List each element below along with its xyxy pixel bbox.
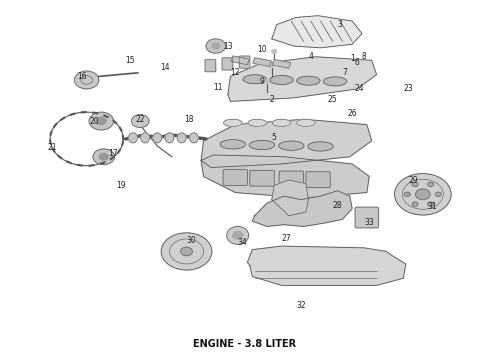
Polygon shape bbox=[272, 16, 362, 48]
Text: 12: 12 bbox=[230, 68, 240, 77]
Ellipse shape bbox=[233, 231, 243, 239]
Circle shape bbox=[89, 112, 114, 130]
Text: 11: 11 bbox=[214, 83, 223, 92]
Text: 8: 8 bbox=[362, 52, 367, 61]
Text: 4: 4 bbox=[308, 52, 313, 61]
Circle shape bbox=[404, 192, 410, 197]
Text: 34: 34 bbox=[238, 238, 247, 247]
Ellipse shape bbox=[272, 119, 291, 126]
FancyBboxPatch shape bbox=[279, 171, 303, 187]
Text: 26: 26 bbox=[347, 109, 357, 118]
Text: 17: 17 bbox=[109, 149, 118, 158]
Text: 30: 30 bbox=[187, 236, 196, 245]
Circle shape bbox=[265, 80, 270, 84]
Text: 22: 22 bbox=[136, 115, 145, 124]
Polygon shape bbox=[252, 191, 352, 226]
Text: 31: 31 bbox=[428, 202, 438, 211]
Circle shape bbox=[412, 182, 418, 186]
Text: 29: 29 bbox=[408, 176, 418, 185]
Circle shape bbox=[181, 247, 193, 256]
Polygon shape bbox=[247, 246, 406, 285]
Text: 20: 20 bbox=[89, 117, 99, 126]
Polygon shape bbox=[253, 58, 271, 67]
Ellipse shape bbox=[128, 133, 137, 143]
Polygon shape bbox=[231, 56, 249, 65]
Text: 14: 14 bbox=[160, 63, 170, 72]
Ellipse shape bbox=[190, 133, 198, 143]
Text: 23: 23 bbox=[403, 84, 413, 93]
Ellipse shape bbox=[279, 141, 304, 150]
Text: 3: 3 bbox=[338, 20, 343, 29]
Ellipse shape bbox=[243, 75, 267, 84]
Text: 33: 33 bbox=[365, 219, 374, 228]
FancyBboxPatch shape bbox=[306, 172, 330, 188]
Text: 19: 19 bbox=[116, 181, 125, 190]
Polygon shape bbox=[272, 59, 291, 68]
Text: 21: 21 bbox=[48, 143, 57, 152]
Polygon shape bbox=[228, 57, 376, 102]
FancyBboxPatch shape bbox=[223, 170, 247, 185]
FancyBboxPatch shape bbox=[239, 56, 250, 68]
Circle shape bbox=[270, 64, 274, 67]
Circle shape bbox=[428, 182, 434, 186]
Circle shape bbox=[93, 149, 115, 165]
Circle shape bbox=[206, 39, 225, 53]
FancyBboxPatch shape bbox=[355, 207, 378, 228]
Circle shape bbox=[99, 154, 108, 160]
Circle shape bbox=[74, 71, 99, 89]
Text: 32: 32 bbox=[296, 301, 306, 310]
Text: 27: 27 bbox=[282, 234, 291, 243]
FancyBboxPatch shape bbox=[250, 170, 274, 186]
Ellipse shape bbox=[227, 226, 248, 244]
Ellipse shape bbox=[141, 133, 149, 143]
Text: 24: 24 bbox=[355, 84, 364, 93]
Ellipse shape bbox=[308, 142, 333, 151]
Ellipse shape bbox=[153, 133, 162, 143]
Circle shape bbox=[394, 174, 451, 215]
Ellipse shape bbox=[270, 76, 293, 85]
Text: 1: 1 bbox=[350, 54, 355, 63]
Polygon shape bbox=[201, 155, 369, 198]
Ellipse shape bbox=[220, 140, 245, 149]
Text: 15: 15 bbox=[126, 56, 135, 65]
Text: 5: 5 bbox=[272, 132, 277, 141]
Ellipse shape bbox=[248, 119, 267, 126]
FancyBboxPatch shape bbox=[205, 60, 216, 72]
Circle shape bbox=[412, 202, 418, 206]
Ellipse shape bbox=[296, 119, 315, 126]
Text: 18: 18 bbox=[184, 115, 194, 124]
Circle shape bbox=[272, 50, 277, 53]
Circle shape bbox=[436, 192, 441, 197]
FancyBboxPatch shape bbox=[222, 58, 233, 70]
Ellipse shape bbox=[223, 119, 242, 126]
Text: 13: 13 bbox=[223, 41, 233, 50]
Text: 6: 6 bbox=[355, 58, 360, 67]
Ellipse shape bbox=[177, 133, 186, 143]
Text: 7: 7 bbox=[343, 68, 347, 77]
Circle shape bbox=[212, 43, 220, 49]
Text: 16: 16 bbox=[77, 72, 87, 81]
Circle shape bbox=[428, 202, 434, 206]
Circle shape bbox=[416, 189, 430, 200]
Text: 2: 2 bbox=[270, 95, 274, 104]
Text: ENGINE - 3.8 LITER: ENGINE - 3.8 LITER bbox=[194, 339, 296, 349]
Polygon shape bbox=[272, 180, 308, 216]
Ellipse shape bbox=[323, 77, 347, 86]
Ellipse shape bbox=[249, 140, 275, 150]
Circle shape bbox=[131, 114, 149, 127]
Circle shape bbox=[161, 233, 212, 270]
Polygon shape bbox=[201, 119, 372, 167]
Ellipse shape bbox=[296, 76, 320, 85]
Text: 28: 28 bbox=[333, 201, 343, 210]
Text: 10: 10 bbox=[257, 45, 267, 54]
Text: 25: 25 bbox=[328, 95, 338, 104]
Circle shape bbox=[97, 117, 106, 125]
Text: 9: 9 bbox=[260, 77, 265, 86]
Ellipse shape bbox=[165, 133, 174, 143]
